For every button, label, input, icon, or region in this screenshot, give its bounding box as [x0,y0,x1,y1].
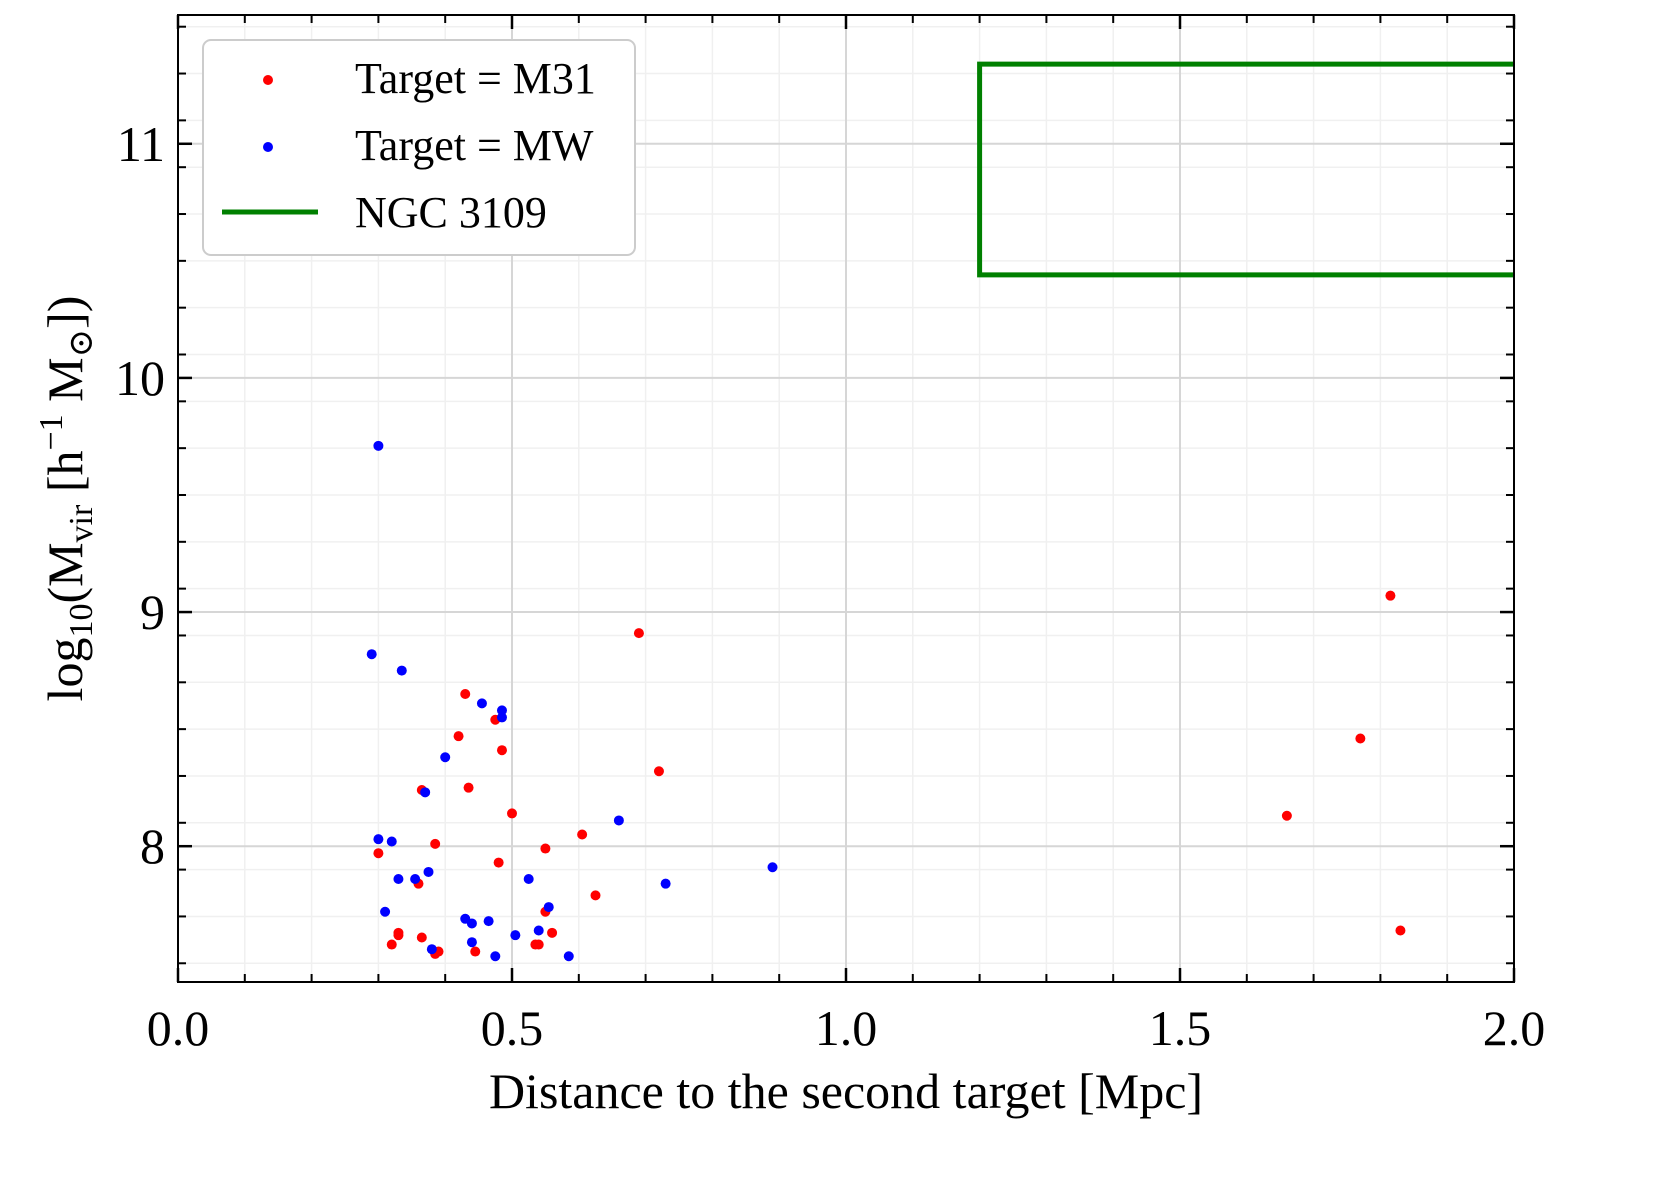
legend: Target = M31 Target = MW NGC 3109 [202,39,636,256]
m31-point [1355,733,1366,744]
mw-point [386,836,397,847]
y-axis-title-sub10: 10 [63,604,100,638]
m31-point [547,927,558,938]
axis-ticks [176,15,1516,982]
y-axis-title-mid: [h [37,451,93,505]
mw-point [523,873,534,884]
x-tick-label: 1.5 [1149,1000,1212,1056]
mw-point [496,712,507,723]
mw-point [767,862,778,873]
x-tick-label: 2.0 [1483,1000,1546,1056]
m31-point [463,782,474,793]
mw-point [660,878,671,889]
y-axis-title-sun: ⊙ [63,329,100,358]
mw-point [420,787,431,798]
mw-point [483,916,494,927]
legend-m31-marker [263,75,273,85]
m31-point [1385,590,1396,601]
m31-point [393,930,404,941]
m31-point [577,829,588,840]
legend-mw-label: Target = MW [355,121,594,170]
x-axis-title: Distance to the second target [Mpc] [489,1063,1203,1119]
mw-point [510,930,521,941]
y-tick-label: 9 [140,584,165,640]
x-tick-label: 0.0 [147,1000,210,1056]
legend-box [202,39,636,256]
data-points [366,440,1406,962]
y-tick-labels: 8 9 10 11 [115,116,165,874]
m31-point [470,946,481,957]
mw-point [543,902,554,913]
legend-m31-label: Target = M31 [355,54,596,103]
m31-point [507,808,517,819]
ngc3109-box [977,61,1514,278]
m31-point [1281,810,1292,821]
m31-point [430,838,441,849]
legend-ngc-label: NGC 3109 [355,188,547,237]
y-axis-title: log10(Mvir [h−1 M⊙]) [33,296,100,702]
y-axis-title-log: log [37,638,93,702]
y-axis-title-msun: M [37,357,93,414]
mw-point [563,951,574,962]
x-tick-label: 1.0 [815,1000,878,1056]
mw-point [613,815,624,826]
mw-point [496,705,507,716]
mw-point [440,752,451,763]
m31-point [533,939,544,950]
m31-point [540,843,551,854]
m31-point [633,628,644,639]
m31-point [590,890,601,901]
mw-point [466,937,477,948]
m31-point [416,932,427,943]
mw-point [373,440,384,451]
legend-mw-marker [263,142,273,152]
mw-point [396,665,407,676]
m31-point [493,857,504,868]
m31-point [460,689,471,700]
mw-point [410,873,421,884]
m31-point [1395,925,1406,936]
mw-point [466,918,477,929]
mw-point [490,951,501,962]
y-tick-label: 8 [140,818,165,874]
m31-point [453,731,464,742]
mw-point [533,925,544,936]
y-axis-title-open: (M [37,542,93,603]
m31-point [653,766,664,777]
y-axis-title-sup: −1 [33,414,70,450]
y-axis-title-close: ]) [37,296,93,329]
mw-point [476,698,487,709]
m31-point [373,848,384,859]
annotations [977,61,1514,278]
mw-point [423,866,434,877]
y-tick-label: 11 [117,116,165,172]
mw-point [380,906,391,917]
mw-point [393,873,404,884]
mw-point [366,649,377,660]
x-tick-labels: 0.0 0.5 1.0 1.5 2.0 [147,1000,1546,1056]
x-tick-label: 0.5 [481,1000,544,1056]
y-tick-label: 10 [115,350,165,406]
y-axis-title-subvir: vir [63,504,100,542]
mw-point [426,944,437,955]
mw-point [373,834,384,845]
m31-point [386,939,397,950]
m31-point [496,745,507,756]
